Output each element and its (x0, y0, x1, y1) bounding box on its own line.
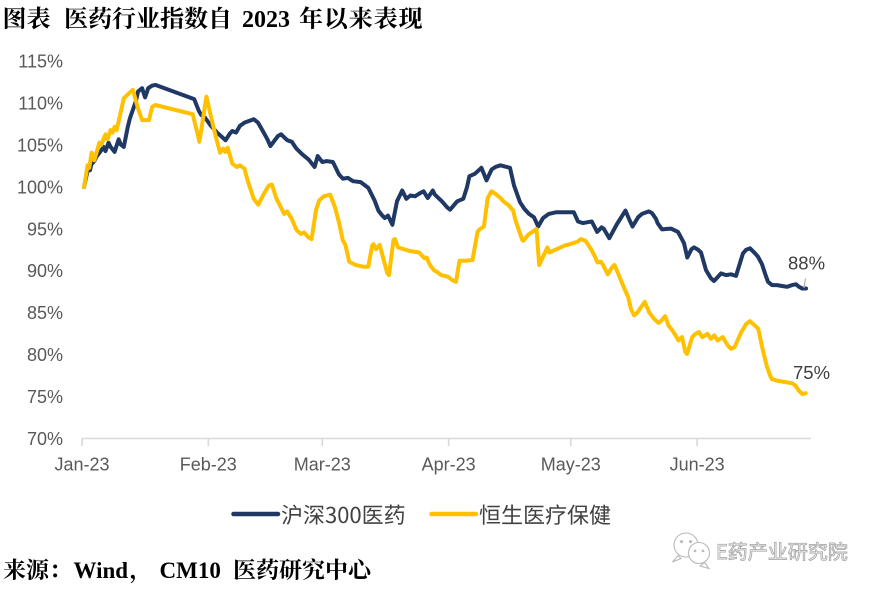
svg-text:85%: 85% (27, 303, 63, 323)
svg-text:2023: 2023 (242, 7, 290, 33)
svg-text:Apr-23: Apr-23 (422, 455, 476, 475)
svg-text:95%: 95% (27, 219, 63, 239)
svg-text:Jun-23: Jun-23 (670, 455, 725, 475)
svg-text:80%: 80% (27, 345, 63, 365)
svg-text:Feb-23: Feb-23 (180, 455, 237, 475)
svg-text:CM10: CM10 (160, 558, 221, 583)
svg-text:May-23: May-23 (541, 455, 601, 475)
svg-text:100%: 100% (17, 177, 63, 197)
svg-text:88%: 88% (788, 253, 825, 274)
svg-text:105%: 105% (17, 136, 63, 156)
svg-text:75%: 75% (27, 387, 63, 407)
svg-text:115%: 115% (18, 52, 63, 72)
svg-text:75%: 75% (793, 362, 830, 383)
svg-text:Mar-23: Mar-23 (294, 455, 351, 475)
svg-text:110%: 110% (18, 94, 63, 114)
svg-text:Wind: Wind (74, 558, 129, 583)
svg-text:90%: 90% (27, 261, 63, 281)
svg-text:Jan-23: Jan-23 (54, 455, 109, 475)
svg-text:70%: 70% (27, 429, 63, 449)
